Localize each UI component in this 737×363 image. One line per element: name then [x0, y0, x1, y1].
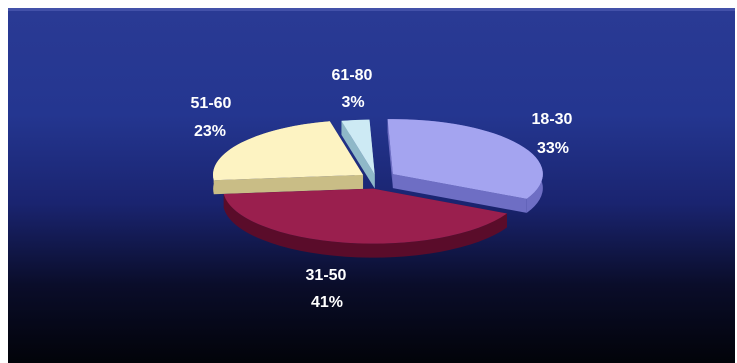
label-18-30-name: 18-30: [532, 111, 573, 128]
slice-face-51-60-0: [213, 174, 364, 195]
label-61-80-name: 61-80: [332, 67, 373, 84]
label-18-30-percent: 33%: [537, 140, 569, 157]
slice-18-30: [387, 119, 543, 199]
label-61-80-percent: 3%: [341, 94, 364, 111]
label-51-60-percent: 23%: [194, 123, 226, 140]
label-51-60-name: 51-60: [191, 95, 232, 112]
slice-51-60: [213, 121, 364, 181]
slice-face-61-80-0: [341, 120, 375, 189]
label-31-50-percent: 41%: [311, 294, 343, 311]
label-31-50-name: 31-50: [306, 267, 347, 284]
slice-face-18-30-0: [387, 119, 393, 189]
slice-tops: [213, 119, 543, 244]
slice-side-31-50: [223, 194, 507, 258]
slice-61-80: [341, 119, 375, 175]
slice-31-50: [223, 188, 507, 244]
chart-background: [8, 8, 735, 363]
slice-face-18-30-1: [392, 174, 527, 213]
